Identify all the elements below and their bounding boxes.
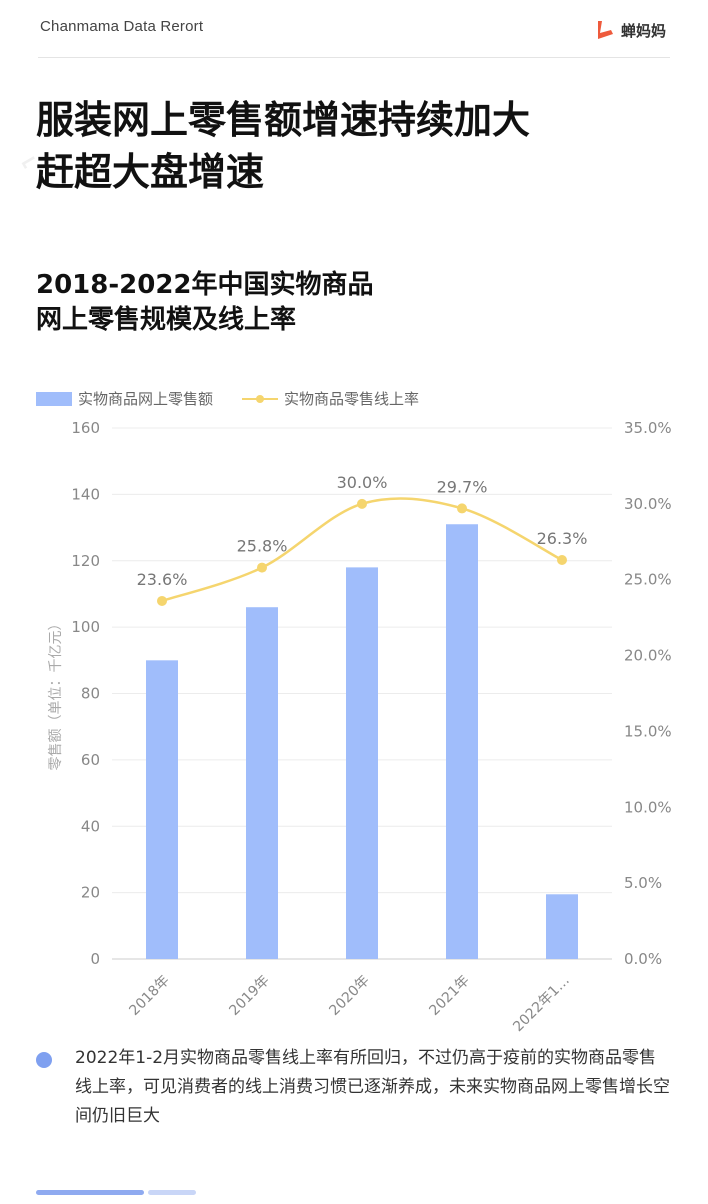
page-title-line2: 赶超大盘增速	[36, 150, 265, 194]
chanmama-logo-icon	[597, 21, 613, 39]
y2-tick-label: 25.0%	[624, 571, 672, 589]
legend-bar-swatch	[36, 392, 72, 406]
rate-data-label: 26.3%	[537, 529, 588, 548]
y-tick-label: 60	[81, 751, 100, 769]
rate-point	[157, 595, 167, 606]
x-tick-label: 2020年	[326, 973, 372, 1019]
x-tick-label: 2022年1…	[510, 973, 573, 1036]
combo-chart: 实物商品网上零售额 实物商品零售线上率 0 20 40 60 80 100 120 140 160 0…	[36, 390, 672, 1036]
x-tick-label: 2021年	[426, 973, 472, 1019]
y2-tick-label: 15.0%	[624, 722, 672, 740]
bar	[546, 894, 578, 959]
x-tick-label: 2018年	[126, 973, 172, 1019]
page-title: 服装网上零售额增速持续加大 赶超大盘增速	[36, 94, 676, 198]
rate-point	[457, 503, 467, 514]
bar	[246, 607, 278, 959]
y2-tick-label: 0.0%	[624, 950, 662, 968]
y2-tick-label: 20.0%	[624, 647, 672, 665]
bar	[446, 524, 478, 959]
page-indicator-active	[36, 1190, 144, 1195]
note-text: 2022年1-2月实物商品零售线上率有所回归，不过仍高于疫前的实物商品零售线上率…	[75, 1048, 670, 1126]
y-tick-label: 20	[81, 884, 100, 902]
note-bullet	[36, 1052, 52, 1068]
y-axis-label: 零售额（单位：千亿元）	[48, 617, 64, 771]
y-tick-label: 140	[71, 485, 100, 503]
logo-text: 蝉妈妈	[620, 21, 666, 40]
chart-title-line2: 网上零售规模及线上率	[36, 305, 297, 335]
y-tick-label: 160	[71, 419, 100, 437]
legend-line-marker	[256, 395, 264, 403]
brand-logo: 蝉妈妈	[593, 16, 666, 44]
rate-data-label: 23.6%	[137, 570, 188, 589]
y-tick-label: 100	[71, 618, 100, 636]
header-divider	[38, 57, 670, 58]
page-title-line1: 服装网上零售额增速持续加大	[36, 98, 531, 142]
rate-point	[257, 562, 267, 573]
rate-data-label: 30.0%	[337, 473, 388, 492]
y2-tick-label: 5.0%	[624, 874, 662, 892]
y-tick-label: 80	[81, 685, 100, 703]
rate-point	[557, 554, 567, 565]
chart-title-line1: 2018-2022年中国实物商品	[36, 270, 374, 300]
note: 2022年1-2月实物商品零售线上率有所回归，不过仍高于疫前的实物商品零售线上率…	[36, 1044, 676, 1131]
bar	[146, 660, 178, 959]
x-tick-label: 2019年	[226, 973, 272, 1019]
page-indicator-inactive	[148, 1190, 196, 1195]
y2-tick-label: 35.0%	[624, 419, 672, 437]
legend-bar-label: 实物商品网上零售额	[78, 390, 213, 408]
y-tick-label: 40	[81, 817, 100, 835]
brand-header: Chanmama Data Rerort 蝉妈妈	[0, 0, 708, 58]
chart-title: 2018-2022年中国实物商品 网上零售规模及线上率	[36, 268, 676, 338]
rate-point	[357, 498, 367, 509]
brand-text: Chanmama Data Rerort	[40, 18, 204, 35]
legend-line-label: 实物商品零售线上率	[284, 390, 419, 408]
bar	[346, 567, 378, 959]
y-tick-label: 120	[71, 552, 100, 570]
rate-data-label: 25.8%	[237, 537, 288, 556]
y2-tick-label: 30.0%	[624, 495, 672, 513]
y-tick-label: 0	[90, 950, 100, 968]
y2-tick-label: 10.0%	[624, 798, 672, 816]
rate-data-label: 29.7%	[437, 477, 488, 496]
